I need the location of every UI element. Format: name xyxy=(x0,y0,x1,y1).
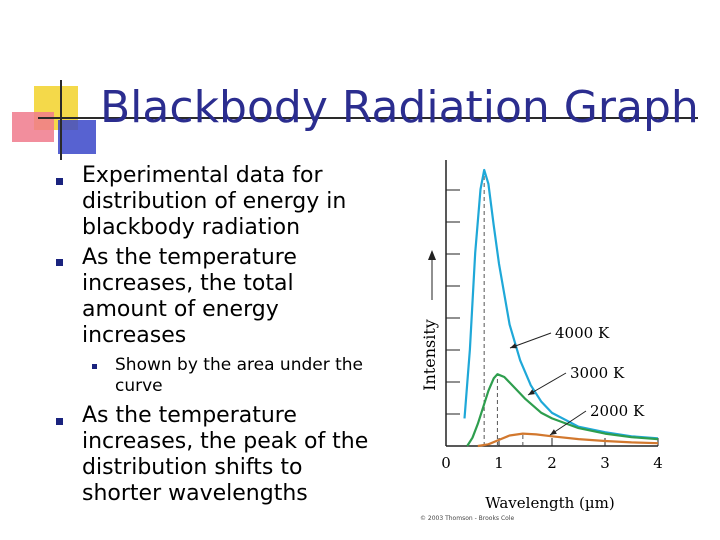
plot-area: 0 1 2 3 4 4000 K 3000 K 2000 K xyxy=(428,160,663,472)
deco-vertical-line xyxy=(60,80,62,160)
sub-bullet-text: Shown by the area under the curve xyxy=(115,355,364,396)
annotation-arrow xyxy=(527,372,567,396)
x-tick-label: 0 xyxy=(441,454,451,472)
bullet-marker xyxy=(56,418,63,425)
x-tick-label: 4 xyxy=(653,454,663,472)
annotation-arrowhead xyxy=(510,343,517,349)
annotation-arrowhead xyxy=(550,429,557,435)
annotation-arrow xyxy=(549,410,587,436)
series-line-4000-k xyxy=(463,168,659,440)
blackbody-chart: 0 1 2 3 4 4000 K 3000 K 2000 K Intensity Wavele… xyxy=(420,160,663,522)
deco-horizontal-line xyxy=(38,117,698,119)
y-axis-label: Intensity xyxy=(420,319,439,391)
copyright-credit: © 2003 Thomson - Brooks Cole xyxy=(420,515,514,522)
annotation-arrow xyxy=(509,332,552,349)
annotation-label: 4000 K xyxy=(555,324,610,342)
deco-blue-square xyxy=(58,120,96,154)
annotation-label: 3000 K xyxy=(570,364,625,382)
series-line-2000-k xyxy=(477,432,659,448)
sub-bullet-marker xyxy=(92,364,97,369)
x-tick-label: 1 xyxy=(494,454,504,472)
bullet-text: As the temperature increases, the peak o… xyxy=(82,403,369,506)
bullet-text: Experimental data for distribution of en… xyxy=(82,163,347,240)
slide-title: Blackbody Radiation Graph xyxy=(100,82,699,133)
x-tick-label: 2 xyxy=(547,454,557,472)
annotation-label: 2000 K xyxy=(590,402,645,420)
annotation-arrowhead xyxy=(528,389,535,395)
x-axis-label: Wavelength (µm) xyxy=(485,494,614,512)
series-line-3000-k xyxy=(466,373,659,447)
bullet-marker xyxy=(56,259,63,266)
bullet-text: As the temperature increases, the total … xyxy=(82,245,297,348)
x-tick-label: 3 xyxy=(600,454,610,472)
y-label-arrowhead xyxy=(428,250,436,260)
bullet-marker xyxy=(56,178,63,185)
